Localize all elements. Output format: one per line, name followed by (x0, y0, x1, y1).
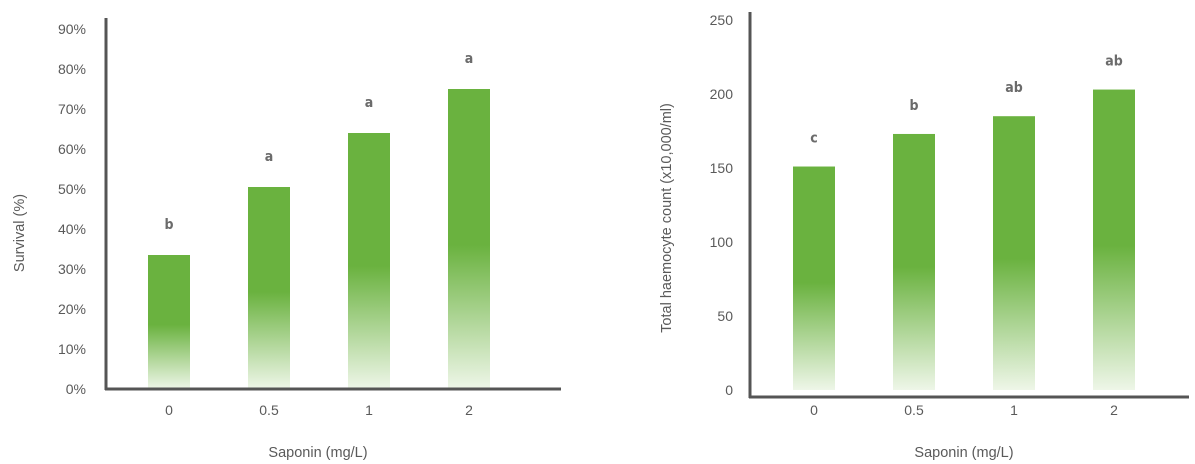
survival-x-axis-title: Saponin (mg/L) (268, 445, 367, 461)
survival-bars (148, 89, 490, 389)
survival-significance-label: b (164, 217, 173, 233)
haemocyte-significance-label: b (909, 98, 918, 114)
haemocyte-bars (793, 89, 1135, 390)
haemocyte-x-tick-label: 0.5 (904, 402, 924, 418)
survival-y-tick-label: 80% (58, 61, 86, 77)
survival-x-ticks: 0 0.5 1 2 (165, 402, 473, 418)
survival-y-tick-label: 70% (58, 101, 86, 117)
haemocyte-y-tick-label: 0 (725, 382, 733, 398)
haemocyte-y-ticks: 0 50 100 150 200 250 (710, 12, 734, 398)
haemocyte-significance-label: ab (1005, 80, 1023, 96)
haemocyte-bar (1093, 89, 1135, 390)
survival-y-tick-label: 90% (58, 21, 86, 37)
survival-y-tick-label: 50% (58, 181, 86, 197)
survival-x-tick-label: 1 (365, 402, 373, 418)
haemocyte-x-tick-label: 0 (810, 402, 818, 418)
survival-significance-label: a (265, 149, 274, 165)
survival-y-tick-label: 60% (58, 141, 86, 157)
survival-y-ticks: 0% 10% 20% 30% 40% 50% 60% 70% 80% 90% (58, 21, 86, 397)
survival-y-tick-label: 40% (58, 221, 86, 237)
haemocyte-x-tick-label: 1 (1010, 402, 1018, 418)
haemocyte-significance-labels: c b ab ab (810, 54, 1122, 147)
haemocyte-x-tick-label: 2 (1110, 402, 1118, 418)
haemocyte-y-tick-label: 150 (710, 160, 734, 176)
survival-x-tick-label: 0 (165, 402, 173, 418)
haemocyte-y-tick-label: 250 (710, 12, 734, 28)
haemocyte-x-axis-title: Saponin (mg/L) (914, 445, 1013, 461)
survival-bar (248, 187, 290, 389)
haemocyte-bar (993, 116, 1035, 390)
survival-y-tick-label: 10% (58, 341, 86, 357)
haemocyte-y-tick-label: 100 (710, 234, 734, 250)
survival-y-tick-label: 0% (66, 381, 86, 397)
survival-significance-labels: b a a a (164, 51, 473, 233)
survival-y-tick-label: 20% (58, 301, 86, 317)
haemocyte-bar (793, 166, 835, 390)
survival-y-tick-label: 30% (58, 261, 86, 277)
haemocyte-significance-label: ab (1105, 54, 1123, 70)
haemocyte-y-tick-label: 200 (710, 86, 734, 102)
survival-significance-label: a (365, 95, 374, 111)
survival-significance-label: a (465, 51, 474, 67)
haemocyte-bar (893, 133, 935, 390)
survival-bar (448, 89, 490, 389)
survival-chart: Survival (%) Saponin (mg/L) 0% 10% 20% 30% 4… (12, 18, 561, 461)
haemocyte-significance-label: c (810, 131, 817, 147)
haemocyte-y-tick-label: 50 (717, 308, 733, 324)
survival-x-tick-label: 2 (465, 402, 473, 418)
survival-bar (348, 133, 390, 389)
survival-x-tick-label: 0.5 (259, 402, 279, 418)
survival-bar (148, 255, 190, 389)
survival-y-axis-title: Survival (%) (12, 194, 28, 272)
haemocyte-x-ticks: 0 0.5 1 2 (810, 402, 1118, 418)
haemocyte-y-axis-title: Total haemocyte count (x10,000/ml) (659, 103, 675, 333)
haemocyte-chart: Total haemocyte count (x10,000/ml) Sapon… (659, 12, 1189, 461)
